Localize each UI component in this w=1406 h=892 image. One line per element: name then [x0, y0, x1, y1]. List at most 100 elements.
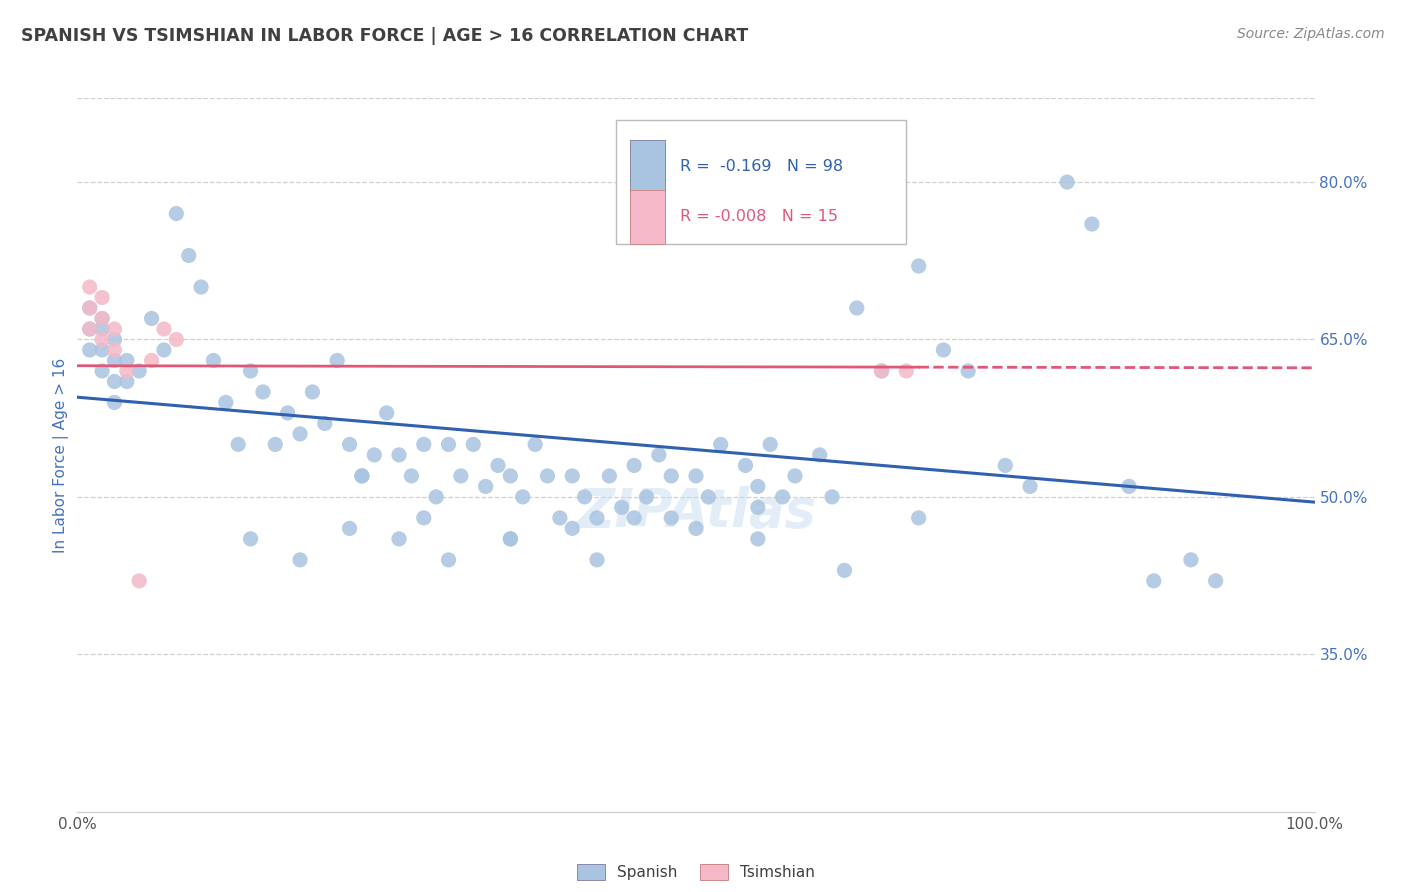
Text: R = -0.008   N = 15: R = -0.008 N = 15	[681, 210, 838, 225]
Point	[202, 353, 225, 368]
Point	[463, 437, 485, 451]
Point	[339, 437, 361, 451]
Point	[870, 364, 893, 378]
Point	[425, 490, 447, 504]
Point	[659, 511, 682, 525]
Point	[177, 248, 200, 262]
Point	[772, 490, 794, 504]
Point	[79, 280, 101, 294]
Point	[561, 521, 583, 535]
Point	[115, 353, 138, 368]
Point	[288, 426, 311, 441]
Point	[734, 458, 756, 473]
Point	[141, 353, 163, 368]
Point	[91, 364, 114, 378]
Point	[412, 437, 434, 451]
Point	[845, 301, 868, 315]
Point	[783, 469, 806, 483]
Point	[226, 437, 249, 451]
Point	[91, 311, 114, 326]
Point	[759, 437, 782, 451]
Point	[115, 375, 138, 389]
Point	[1019, 479, 1042, 493]
Point	[363, 448, 385, 462]
Point	[499, 532, 522, 546]
Point	[512, 490, 534, 504]
Point	[79, 301, 101, 315]
Point	[326, 353, 349, 368]
Point	[499, 469, 522, 483]
Point	[79, 301, 101, 315]
Point	[388, 532, 411, 546]
Point	[747, 479, 769, 493]
Point	[412, 511, 434, 525]
Point	[103, 353, 125, 368]
Point	[536, 469, 558, 483]
Text: R =  -0.169   N = 98: R = -0.169 N = 98	[681, 160, 844, 175]
Point	[103, 395, 125, 409]
Point	[648, 448, 671, 462]
Point	[165, 333, 187, 347]
Point	[896, 364, 918, 378]
Point	[623, 458, 645, 473]
Point	[834, 563, 856, 577]
Text: Source: ZipAtlas.com: Source: ZipAtlas.com	[1237, 27, 1385, 41]
Point	[747, 500, 769, 515]
Point	[91, 322, 114, 336]
Point	[277, 406, 299, 420]
Point	[957, 364, 980, 378]
Point	[103, 333, 125, 347]
Point	[907, 511, 929, 525]
Point	[153, 322, 176, 336]
Point	[499, 532, 522, 546]
Point	[91, 311, 114, 326]
Point	[486, 458, 509, 473]
Point	[264, 437, 287, 451]
Bar	[630, 140, 665, 194]
Point	[239, 364, 262, 378]
Point	[548, 511, 571, 525]
Point	[685, 521, 707, 535]
Point	[586, 553, 609, 567]
Point	[1056, 175, 1078, 189]
Text: ZIPAtlas: ZIPAtlas	[576, 486, 815, 538]
Point	[623, 511, 645, 525]
Point	[91, 343, 114, 357]
Point	[1143, 574, 1166, 588]
Point	[339, 521, 361, 535]
Point	[1118, 479, 1140, 493]
Point	[388, 448, 411, 462]
Bar	[630, 190, 665, 244]
Point	[239, 532, 262, 546]
Point	[128, 574, 150, 588]
Point	[1205, 574, 1227, 588]
Point	[79, 343, 101, 357]
Point	[574, 490, 596, 504]
Point	[808, 448, 831, 462]
Point	[375, 406, 398, 420]
Point	[103, 322, 125, 336]
Point	[1180, 553, 1202, 567]
Point	[437, 437, 460, 451]
Point	[350, 469, 373, 483]
Point	[586, 511, 609, 525]
Point	[870, 364, 893, 378]
Point	[165, 206, 187, 220]
Point	[215, 395, 238, 409]
Point	[636, 490, 658, 504]
Point	[79, 322, 101, 336]
Y-axis label: In Labor Force | Age > 16: In Labor Force | Age > 16	[53, 358, 69, 552]
Text: SPANISH VS TSIMSHIAN IN LABOR FORCE | AGE > 16 CORRELATION CHART: SPANISH VS TSIMSHIAN IN LABOR FORCE | AG…	[21, 27, 748, 45]
Point	[710, 437, 733, 451]
Point	[932, 343, 955, 357]
Point	[907, 259, 929, 273]
Point	[128, 364, 150, 378]
Point	[301, 384, 323, 399]
Point	[401, 469, 423, 483]
FancyBboxPatch shape	[616, 120, 907, 244]
Point	[561, 469, 583, 483]
Point	[598, 469, 620, 483]
Point	[350, 469, 373, 483]
Point	[91, 333, 114, 347]
Point	[103, 343, 125, 357]
